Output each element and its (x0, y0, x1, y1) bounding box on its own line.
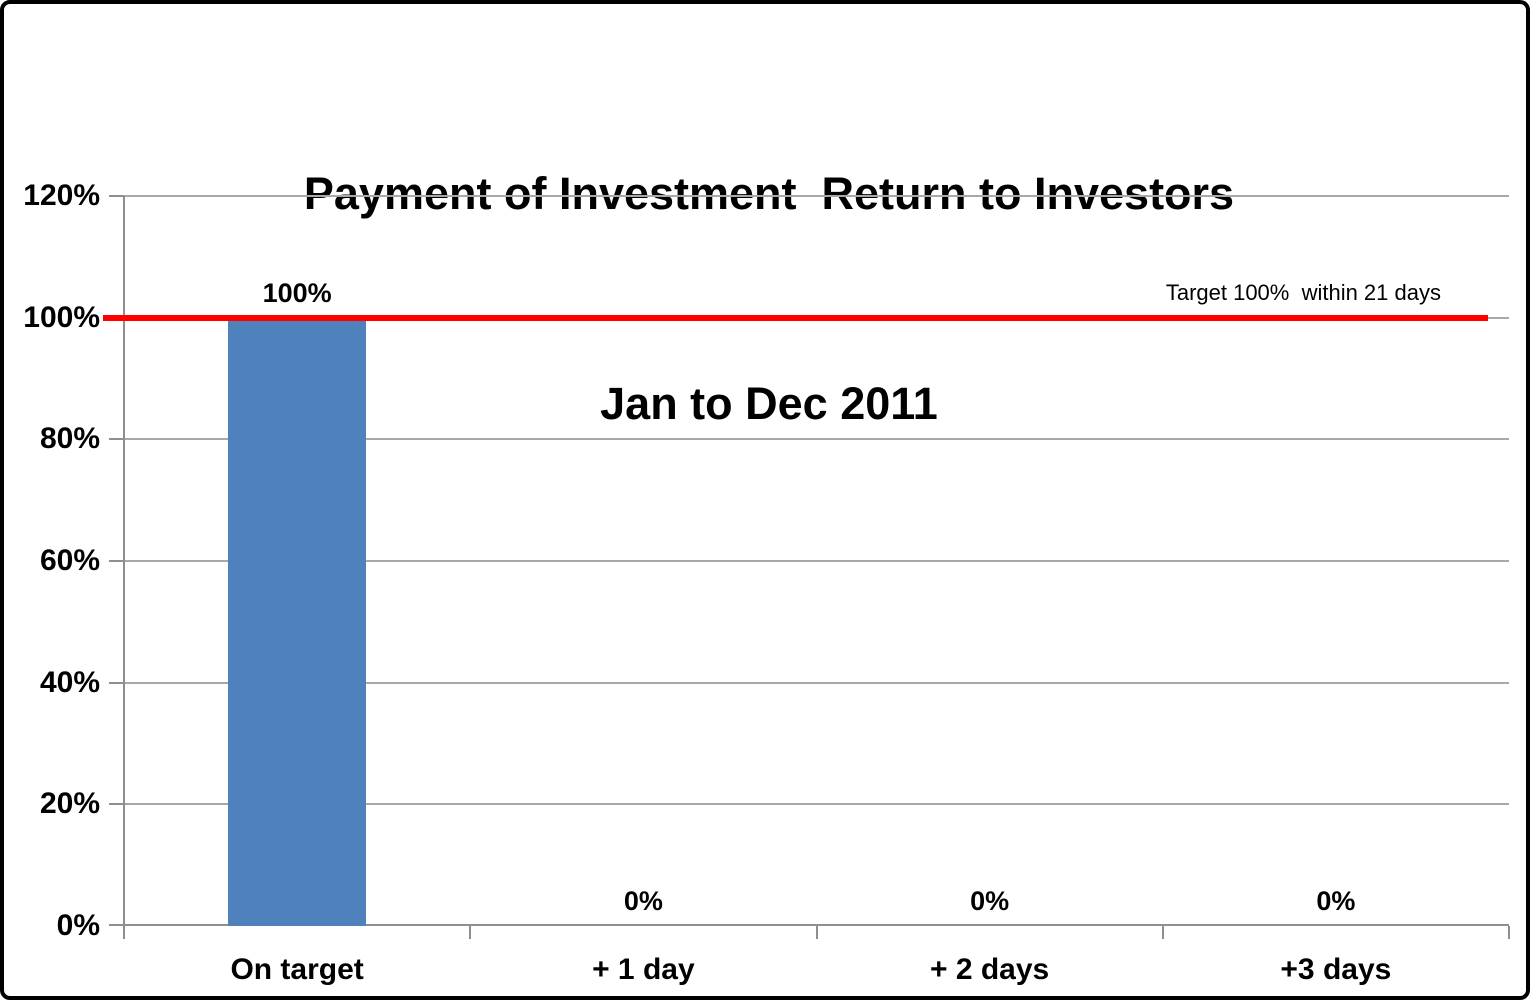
bar-value-label-0: 100% (262, 277, 332, 308)
x-tick-2 (815, 926, 818, 939)
plot-area: 100% 0% 0% 0% (124, 195, 1509, 926)
y-tick-120 (109, 195, 124, 197)
target-line (103, 314, 1488, 321)
gridline-40 (124, 681, 1509, 684)
gridline-120 (124, 195, 1509, 197)
y-axis-label-120%: 120% (23, 179, 100, 212)
gridline-60 (124, 560, 1509, 562)
chart-title: Payment of Investment Return to Investor… (303, 168, 1235, 219)
y-axis-line (123, 196, 125, 939)
x-tick-1 (469, 926, 472, 939)
y-axis-label-100%: 100% (23, 300, 100, 334)
gridline-80 (124, 438, 1509, 441)
y-axis-label-60%: 60% (39, 544, 100, 577)
category-label-2: + 2 days (929, 953, 1050, 986)
bar-on-target (228, 317, 367, 926)
y-axis-label-20%: 20% (39, 787, 100, 821)
y-tick-60 (109, 560, 124, 562)
y-tick-20 (109, 803, 124, 806)
bar-value-label-2: 0% (970, 886, 1010, 916)
y-axis-label-0%: 0% (56, 909, 100, 942)
x-tick-4 (1508, 926, 1510, 939)
x-axis-line (109, 924, 1509, 926)
target-line-label: Target 100% within 21 days (1165, 280, 1441, 305)
category-label-3: +3 days (1280, 953, 1392, 986)
category-label-1: + 1 day (592, 953, 695, 986)
x-tick-3 (1161, 926, 1164, 939)
y-tick-40 (109, 681, 124, 684)
bar-value-label-1: 0% (623, 886, 663, 916)
gridline-20 (124, 803, 1509, 806)
y-tick-80 (109, 438, 124, 441)
bar-value-label-3: 0% (1316, 886, 1356, 916)
y-axis-label-80%: 80% (39, 422, 100, 456)
chart-subtitle: Jan to Dec 2011 (600, 378, 938, 429)
category-label-0: On target (230, 953, 364, 986)
y-axis-label-40%: 40% (39, 665, 100, 699)
chart-title-block: Payment of Investment Return to Investor… (4, 19, 1526, 579)
